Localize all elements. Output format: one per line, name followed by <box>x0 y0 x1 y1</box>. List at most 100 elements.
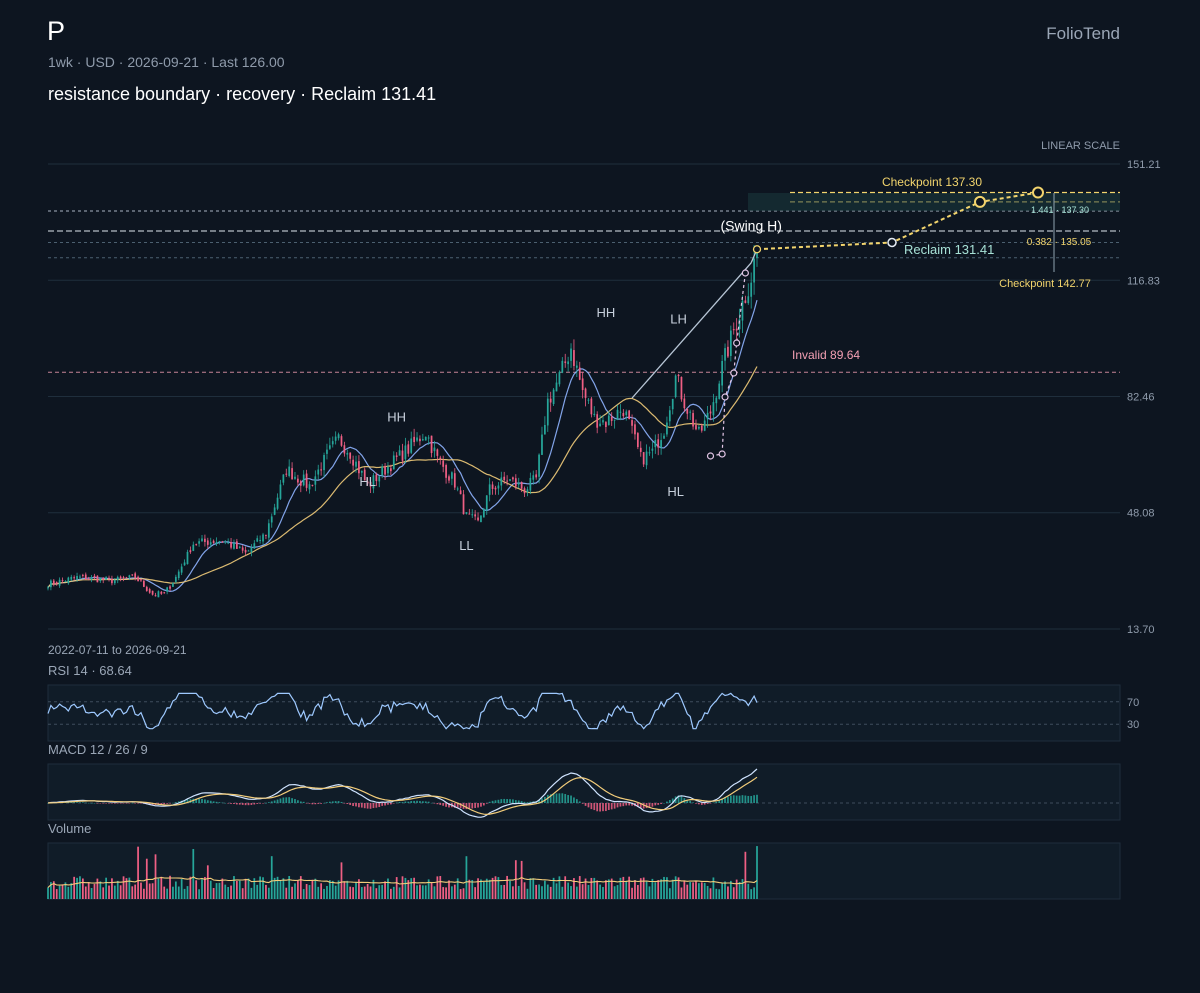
macd-hist-bar <box>421 801 424 803</box>
volume-bar <box>311 879 314 899</box>
candle-body <box>337 434 340 439</box>
candle-body <box>590 398 593 415</box>
candle-body <box>619 411 622 413</box>
volume-bar <box>111 878 113 899</box>
volume-bar <box>148 883 151 899</box>
volume-bar <box>753 887 755 899</box>
volume-bar <box>328 880 331 899</box>
candle-body <box>753 258 755 283</box>
macd-hist-bar <box>485 803 488 804</box>
volume-bar <box>599 884 601 899</box>
volume-bar <box>634 880 636 899</box>
volume-bar <box>448 880 450 899</box>
projection-line <box>756 191 1039 251</box>
volume-bar <box>698 883 700 899</box>
candle-body <box>236 541 238 549</box>
macd-hist-bar <box>448 803 450 808</box>
candle-body <box>544 424 546 435</box>
candle-body <box>247 550 250 552</box>
macd-hist-bar <box>654 803 657 806</box>
macd-hist-bar <box>238 803 241 805</box>
volume-bar <box>145 858 148 899</box>
volume-bar <box>218 882 221 899</box>
volume-bar <box>169 875 171 899</box>
price-grid <box>48 163 1120 630</box>
volume-bar <box>410 878 413 899</box>
macd-hist-bar <box>680 796 683 803</box>
macd-hist-bar <box>468 803 471 809</box>
candle-body <box>334 436 337 441</box>
candle-body <box>439 457 442 460</box>
macd-hist-bar <box>323 802 325 804</box>
volume-bar <box>186 886 189 899</box>
volume-bar <box>436 876 439 899</box>
candle-body <box>567 361 569 365</box>
volume-bar <box>55 889 58 899</box>
volume-bar <box>605 880 607 899</box>
swing-label: LL <box>459 538 473 553</box>
candle-body <box>541 434 543 455</box>
candle-body <box>747 296 750 304</box>
macd-hist-bar <box>753 795 755 803</box>
candle-body <box>113 580 116 584</box>
rsi-panel-bg <box>47 684 1121 742</box>
macd-hist-bar <box>137 803 139 804</box>
candle-body <box>58 579 61 586</box>
macd-hist-bar <box>729 795 732 803</box>
volume-bar <box>96 878 99 899</box>
candle-body <box>636 433 639 448</box>
macd-hist-bar <box>314 803 317 805</box>
volume-bar <box>538 884 540 899</box>
volume-bar <box>122 876 125 899</box>
price-axis: 151.21 116.83 82.46 48.08 13.70 LINEAR SCALE <box>1041 140 1161 636</box>
macd-hist-bar <box>160 803 163 805</box>
candle-body <box>482 508 485 518</box>
swing-label: HL <box>359 474 376 489</box>
macd-hist-bar <box>430 802 433 804</box>
volume-bar <box>442 887 445 899</box>
candle-body <box>570 348 572 361</box>
macd-hist-bar <box>500 799 503 803</box>
volume-bar <box>183 888 186 899</box>
volume-bar <box>323 888 325 899</box>
candle-body <box>317 469 320 475</box>
volume-bar <box>654 882 657 899</box>
volume-bar <box>87 882 90 899</box>
volume-bar <box>416 885 418 899</box>
volume-bar <box>398 887 401 899</box>
volume-bar <box>616 885 619 899</box>
candle-body <box>526 489 529 493</box>
volume-bar <box>573 878 575 899</box>
candle-body <box>244 549 247 553</box>
target-zone: 1.441 · 137.30 0.382 · 135.05 <box>748 193 1120 272</box>
ticker-symbol: P <box>47 16 66 46</box>
volume-bar <box>628 876 631 899</box>
candle-body <box>485 495 488 511</box>
volume-bar <box>279 880 282 899</box>
macd-hist-bar <box>73 802 76 803</box>
volume-bar <box>503 884 506 899</box>
macd-hist-bar <box>378 803 381 808</box>
volume-bar <box>433 886 436 899</box>
macd-hist-bar <box>206 800 209 803</box>
macd-hist-bar <box>111 803 113 804</box>
candle-body <box>680 376 683 400</box>
brand-logo: FolioTend <box>1046 24 1120 43</box>
macd-hist-bar <box>651 803 654 807</box>
candle-body <box>564 361 567 363</box>
macd-hist-bar <box>442 803 445 806</box>
candle-body <box>116 576 119 581</box>
volume-bar <box>360 887 363 899</box>
volume-bar <box>241 888 244 899</box>
candle-body <box>395 455 398 457</box>
candle-body <box>166 587 169 592</box>
candle-body <box>198 541 200 544</box>
macd-hist-bar <box>695 803 697 804</box>
macd-hist-bar <box>328 801 331 803</box>
projection-start-marker <box>752 245 762 254</box>
macd-hist-bar <box>244 803 247 806</box>
volume-bar <box>651 878 654 899</box>
volume-bar <box>724 881 726 899</box>
macd-hist-bar <box>607 803 610 810</box>
volume-bar <box>204 876 206 899</box>
